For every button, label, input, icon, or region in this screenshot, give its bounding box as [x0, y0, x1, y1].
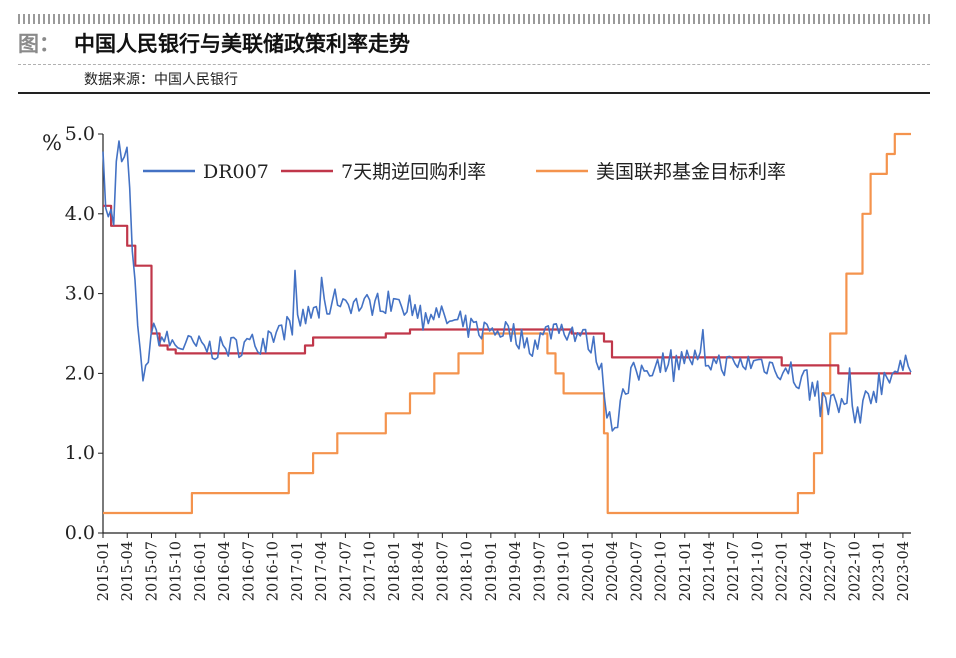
x-tick-label: 2018-10: [460, 541, 476, 601]
chart-axes: % 0.0 1.0 2.0 3.0 4.0 5.0 2015-01 2015-04 2015-07…: [42, 123, 912, 601]
y-tick-label: 4.0: [65, 203, 95, 225]
x-tick-label: 2019-04: [508, 541, 524, 601]
x-tick-label: 2019-07: [532, 541, 548, 601]
source-divider: [18, 92, 930, 94]
y-tick-label: 5.0: [65, 123, 95, 145]
chart-legend: DR007 7天期逆回购利率 美国联邦基金目标利率: [143, 161, 786, 183]
x-tick-label: 2021-01: [678, 541, 694, 601]
x-tick-label: 2017-04: [314, 541, 330, 601]
y-tick-label: 2.0: [65, 362, 95, 384]
x-tick-label: 2020-10: [654, 541, 670, 601]
x-tick-label: 2023-04: [896, 541, 912, 601]
legend-label-0: DR007: [203, 161, 269, 183]
y-unit-label: %: [42, 131, 62, 155]
x-tick-label: 2021-10: [750, 541, 766, 601]
x-tick-label: 2015-10: [169, 541, 185, 601]
x-tick-label: 2020-01: [581, 541, 597, 601]
x-tick-label: 2018-07: [435, 541, 451, 601]
x-tick-label: 2022-10: [847, 541, 863, 601]
data-source: 数据来源：中国人民银行: [84, 72, 238, 88]
x-tick-label: 2017-01: [290, 541, 306, 601]
x-tick-label: 2016-07: [241, 541, 257, 601]
y-tick-label: 1.0: [65, 442, 95, 464]
x-tick-label: 2016-04: [217, 541, 233, 601]
x-tick-label: 2016-10: [266, 541, 282, 601]
series-line-2: [103, 132, 911, 515]
y-tick-label: 3.0: [65, 283, 95, 305]
x-tick-label: 2022-07: [823, 541, 839, 601]
x-tick-label: 2023-01: [872, 541, 888, 601]
title-divider: [18, 64, 930, 65]
x-tick-label: 2015-07: [144, 541, 160, 601]
x-tick-label: 2017-10: [363, 541, 379, 601]
figure-title: 图： 中国人民银行与美联储政策利率走势: [18, 28, 410, 58]
x-tick-label: 2022-01: [775, 541, 791, 601]
x-tick-label: 2016-01: [193, 541, 209, 601]
figure-title-prefix: 图：: [18, 32, 60, 56]
x-tick-label: 2015-01: [96, 541, 112, 601]
legend-label-1: 7天期逆回购利率: [341, 161, 486, 183]
x-tick-label: 2020-07: [629, 541, 645, 601]
x-tick-label: 2021-07: [726, 541, 742, 601]
x-tick-label: 2019-01: [484, 541, 500, 601]
x-tick-label: 2022-04: [799, 541, 815, 601]
x-tick-label: 2018-04: [411, 541, 427, 601]
figure-title-text: 中国人民银行与美联储政策利率走势: [74, 32, 410, 56]
series-line-0: [102, 140, 912, 432]
x-tick-label: 2018-01: [387, 541, 403, 601]
x-tick-label: 2020-04: [605, 541, 621, 601]
x-tick-label: 2015-04: [120, 541, 136, 601]
legend-label-2: 美国联邦基金目标利率: [596, 161, 786, 183]
chart-series: [102, 132, 912, 515]
series-line-1: [103, 204, 911, 375]
y-tick-label: 0.0: [65, 522, 95, 544]
x-tick-label: 2021-04: [702, 541, 718, 601]
x-tick-label: 2017-07: [338, 541, 354, 601]
top-dotted-bar: [18, 14, 930, 24]
x-tick-label: 2019-10: [557, 541, 573, 601]
